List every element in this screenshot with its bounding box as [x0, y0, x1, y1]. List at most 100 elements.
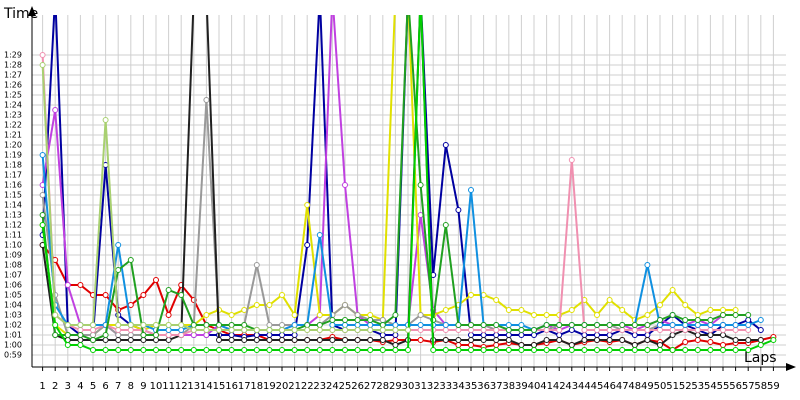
- data-point: [505, 327, 512, 333]
- data-point: [90, 332, 96, 338]
- data-point: [732, 347, 739, 353]
- data-point: [745, 327, 752, 333]
- x-tick-label: 31: [414, 381, 427, 392]
- data-point: [644, 312, 651, 318]
- data-point: [291, 337, 298, 343]
- y-tick-label: 1:06: [4, 281, 22, 290]
- data-point: [442, 307, 449, 313]
- data-point: [102, 117, 109, 123]
- x-tick-label: 43: [565, 381, 578, 392]
- data-point: [178, 327, 185, 333]
- data-point: [178, 292, 185, 298]
- y-tick-label: 1:01: [4, 331, 22, 340]
- y-tick-label: 1:03: [4, 311, 22, 320]
- x-tick-label: 33: [439, 381, 452, 392]
- data-point: [405, 327, 411, 333]
- y-tick-label: 1:28: [4, 61, 22, 70]
- data-point: [543, 337, 550, 343]
- data-point: [745, 317, 752, 323]
- x-tick-label: 14: [200, 381, 213, 392]
- x-tick-label: 29: [389, 381, 402, 392]
- data-point: [468, 292, 474, 298]
- y-tick-label: 1:00: [4, 341, 22, 350]
- y-tick-label: 1:09: [4, 251, 22, 260]
- y-tick-label: 1:23: [4, 111, 22, 120]
- data-point: [581, 327, 588, 333]
- data-point: [304, 202, 311, 208]
- data-point: [165, 347, 172, 353]
- data-point: [518, 347, 525, 353]
- data-point: [266, 327, 273, 333]
- x-tick-label: 46: [603, 381, 616, 392]
- data-point: [266, 322, 273, 328]
- data-point: [720, 347, 726, 353]
- data-point: [241, 307, 248, 313]
- y-tick-label: 1:16: [4, 181, 22, 190]
- data-point: [531, 312, 537, 318]
- x-tick-label: 39: [515, 381, 528, 392]
- data-point: [64, 342, 71, 348]
- data-point: [669, 322, 676, 328]
- data-point: [228, 327, 235, 333]
- x-tick-label: 34: [452, 381, 465, 392]
- data-point: [480, 337, 487, 343]
- y-tick-label: 1:12: [4, 221, 22, 230]
- data-point: [480, 347, 487, 353]
- data-point: [594, 347, 600, 353]
- series-layer: [39, 15, 777, 353]
- data-point: [594, 322, 600, 328]
- data-point: [165, 337, 172, 343]
- x-tick-label: 57: [742, 381, 755, 392]
- data-point: [228, 312, 235, 318]
- data-point: [115, 267, 122, 273]
- data-point: [543, 322, 550, 328]
- data-point: [127, 337, 134, 343]
- data-point: [140, 347, 147, 353]
- x-tick-label: 5: [90, 381, 96, 392]
- data-point: [367, 312, 374, 318]
- x-tick-label: 20: [276, 381, 289, 392]
- data-point: [442, 327, 449, 333]
- data-point: [568, 157, 575, 163]
- data-point: [707, 339, 714, 345]
- data-point: [90, 337, 96, 343]
- data-point: [203, 312, 210, 318]
- data-point: [266, 332, 273, 338]
- data-point: [64, 322, 71, 328]
- x-tick-label: 48: [628, 381, 641, 392]
- x-tick-label: 16: [225, 381, 238, 392]
- data-point: [518, 327, 525, 333]
- data-point: [694, 322, 701, 328]
- data-point: [392, 342, 399, 348]
- y-tick-label: 1:29: [4, 51, 22, 60]
- data-point: [568, 347, 575, 353]
- data-point: [682, 347, 689, 353]
- data-point: [594, 337, 600, 343]
- x-tick-label: 59: [767, 381, 780, 392]
- y-tick-label: 1:04: [4, 301, 22, 310]
- y-tick-label: 1:07: [4, 271, 22, 280]
- data-point: [631, 342, 638, 348]
- y-axis-label: Time: [3, 6, 38, 22]
- data-point: [153, 277, 159, 283]
- data-point: [153, 332, 159, 338]
- x-tick-label: 45: [591, 381, 604, 392]
- data-point: [594, 312, 600, 318]
- data-point: [594, 332, 600, 338]
- data-point: [342, 182, 348, 188]
- data-point: [556, 347, 563, 353]
- x-tick-label: 18: [250, 381, 263, 392]
- data-point: [203, 97, 210, 103]
- data-point: [329, 327, 336, 333]
- data-point: [241, 347, 248, 353]
- x-tick-label: 35: [465, 381, 478, 392]
- data-point: [682, 302, 689, 308]
- data-point: [178, 322, 185, 328]
- x-tick-label: 19: [263, 381, 276, 392]
- data-point: [367, 322, 374, 328]
- data-point: [682, 339, 689, 345]
- data-point: [619, 307, 626, 313]
- data-point: [52, 322, 59, 328]
- data-point: [342, 347, 348, 353]
- data-point: [732, 327, 739, 333]
